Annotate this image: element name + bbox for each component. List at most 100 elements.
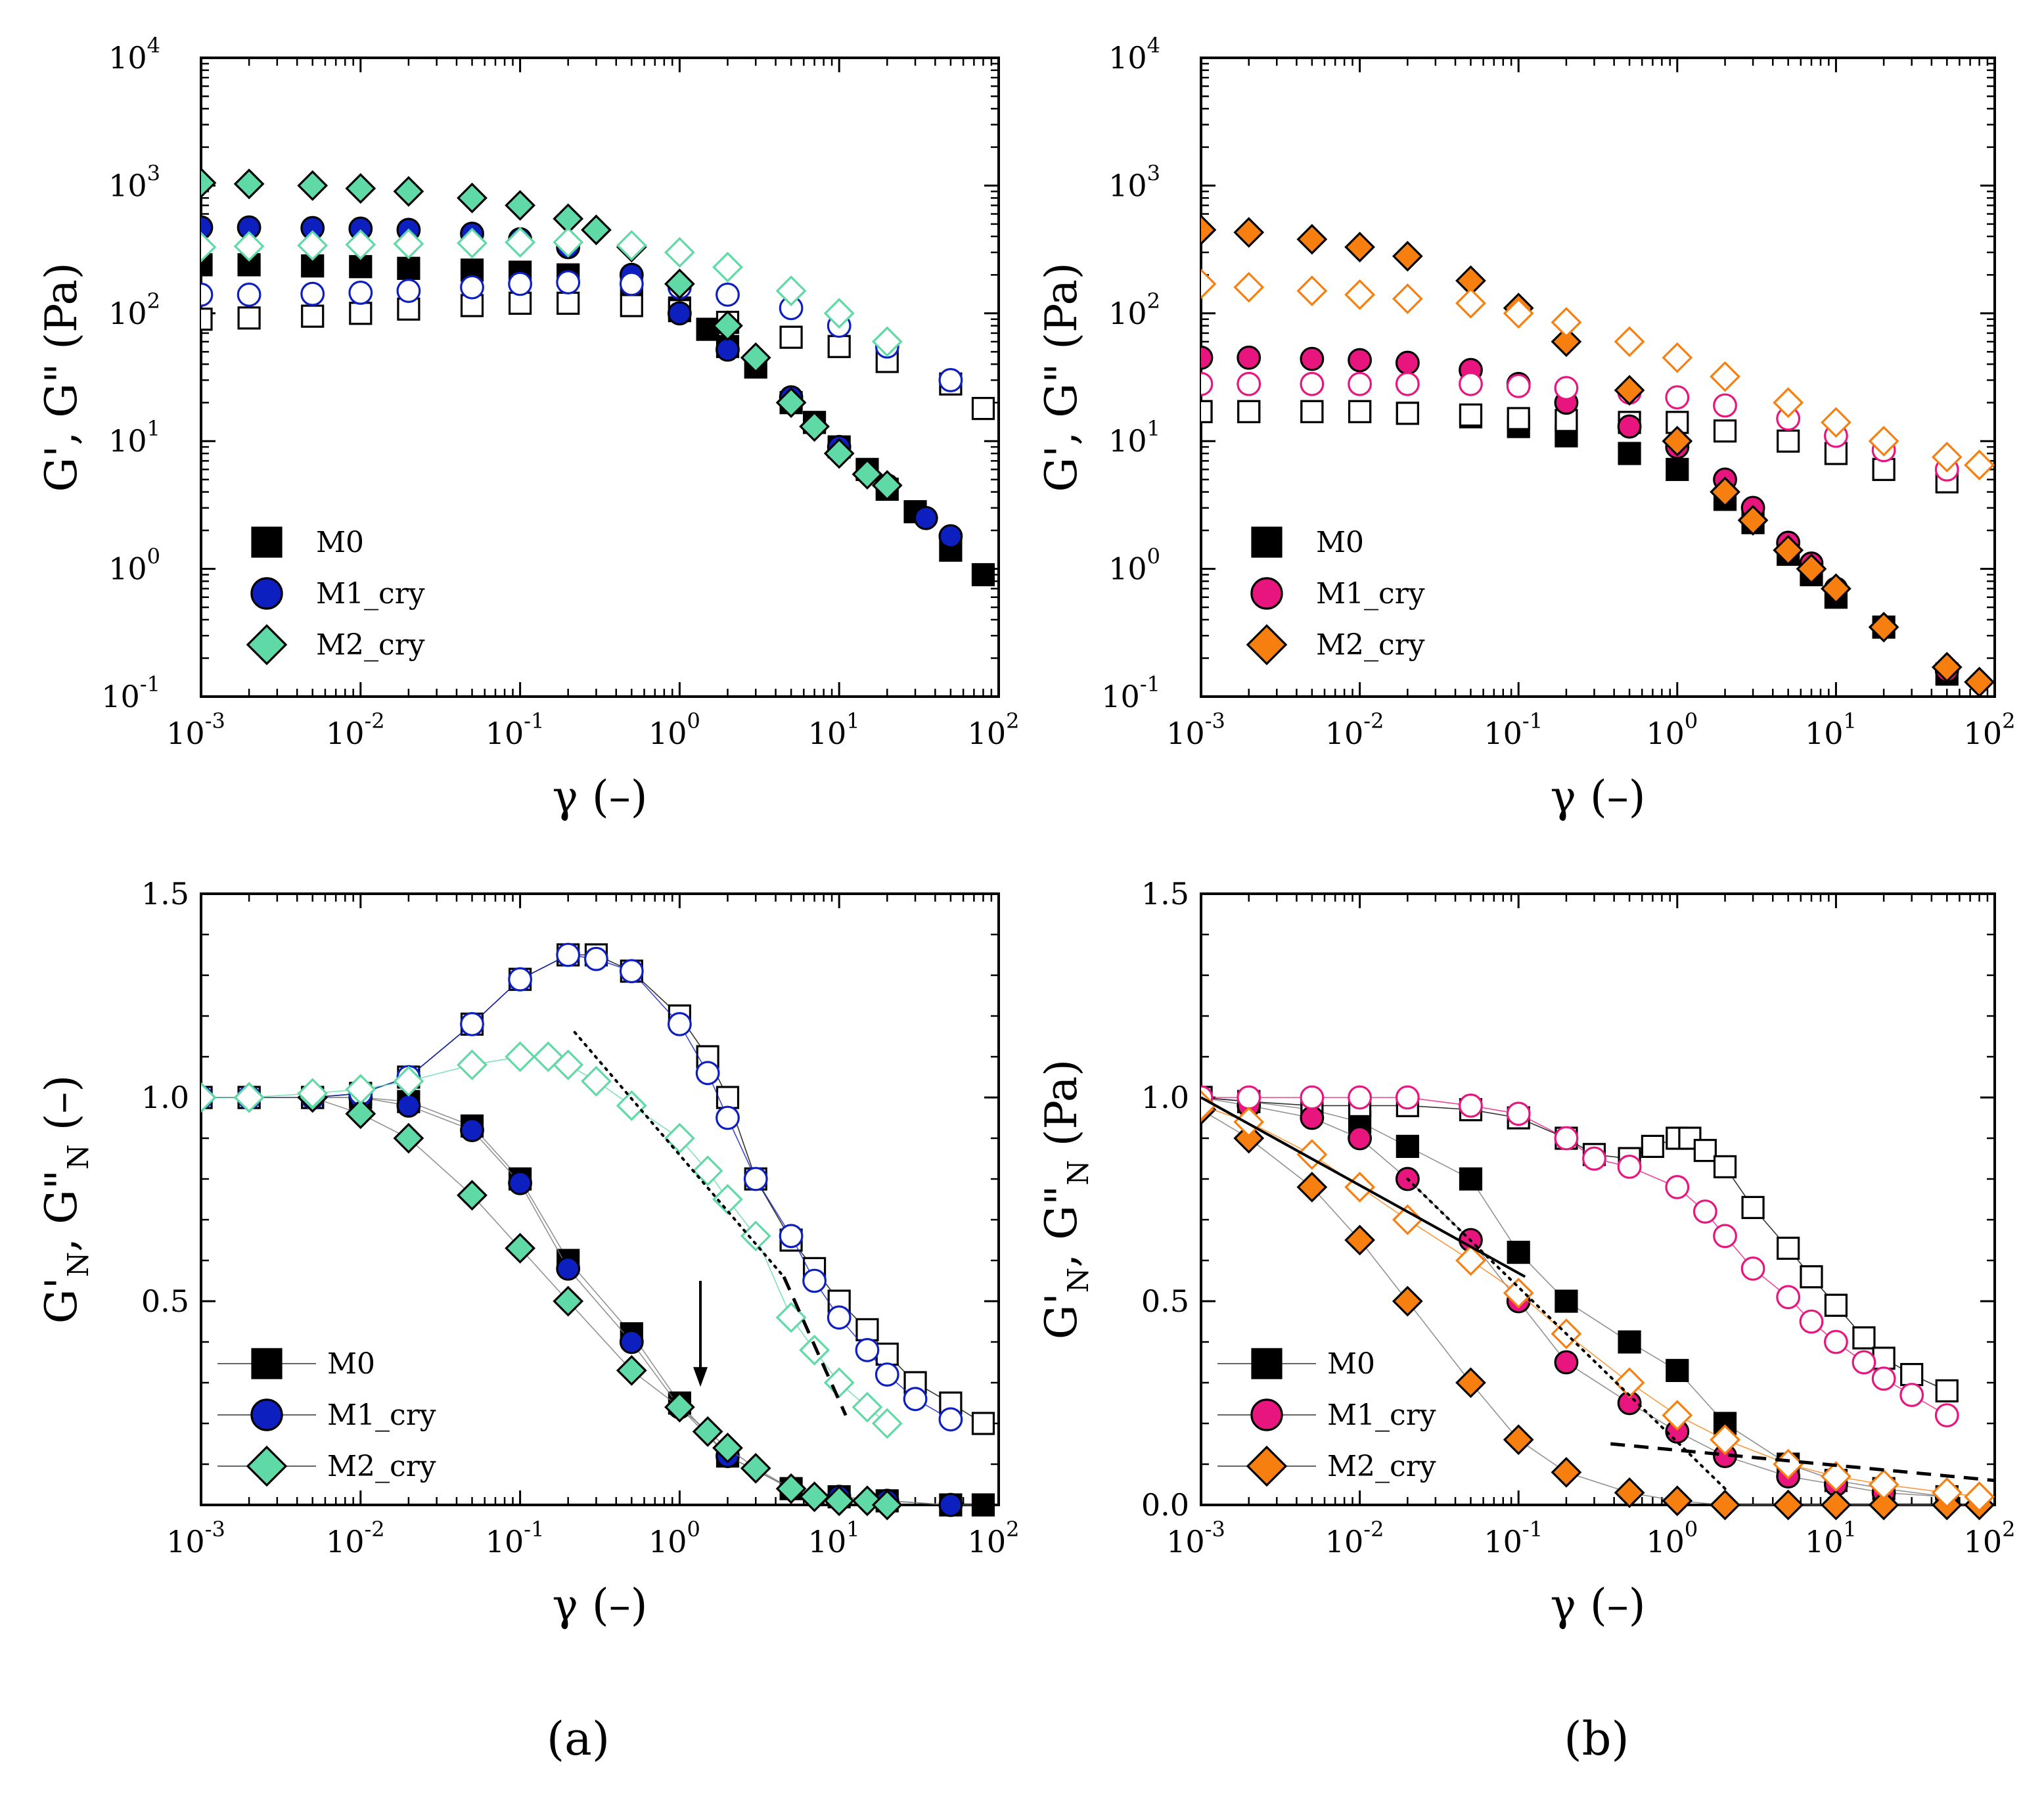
x-tick-exponent: 2 [1006,1517,1019,1542]
data-point [457,1050,488,1080]
x-tick-label: 100 [648,708,700,751]
y-tick-label: 1.5 [141,876,189,912]
y-label-part: G' [1036,1293,1087,1339]
data-point [971,1412,995,1435]
y-tick-label: 10-1 [101,672,160,714]
data-point [397,256,420,280]
legend-label: M2_cry [1316,628,1425,662]
data-point [1233,1122,1265,1154]
data-point [1300,1085,1325,1110]
data-point [852,459,883,490]
data-point [201,308,213,331]
series-m1-cry-g-n [201,942,963,1432]
legend-marker [1251,526,1283,558]
data-point [1821,407,1851,438]
data-point [1796,553,1827,584]
data-point [1348,1085,1373,1110]
data-point [1899,1383,1924,1408]
data-point [740,342,771,373]
data-point [1296,1172,1328,1203]
y-tick-label: 0.5 [1141,1283,1189,1319]
x-tick-label: 10-2 [1325,1517,1384,1559]
data-point [775,1302,807,1333]
series-m1-cry-g- [1201,371,1959,482]
data-point [1237,345,1261,370]
data-point [508,967,532,992]
x-tick-label: 102 [968,1517,1020,1559]
y-label-part: (–) [36,1075,87,1144]
data-point [345,173,376,204]
x-tick-label: 10-1 [1484,708,1543,751]
data-point [715,1086,740,1109]
legend-marker [1246,624,1288,666]
data-point [1821,1489,1851,1521]
data-point [938,368,963,392]
data-point [775,275,807,306]
data-point [1868,425,1899,457]
data-point [201,1082,217,1113]
x-tick-label: 10-3 [166,1517,225,1559]
legend-label: M2_cry [327,1450,436,1483]
data-point [505,1041,535,1073]
data-point [715,337,740,362]
plot-frame [200,892,1000,1506]
data-point [1931,651,1963,683]
series-line [201,954,951,1420]
data-point [938,1407,963,1432]
data-point [1614,1477,1645,1508]
data-point [1773,534,1804,566]
data-point [1296,275,1328,306]
series-m0-g-n [201,1086,995,1517]
data-point [913,505,938,530]
chart-top-right: 10-3 10-2 10-1 100 101 10210-1100101102103104… [1036,33,2015,822]
plot-frame [200,57,1000,698]
y-tick-exponent: 2 [147,288,160,313]
data-point [300,281,325,306]
y-tick-label: 103 [108,160,160,203]
data-point [1821,1461,1851,1492]
x-tick-label: 10-3 [1166,1517,1225,1559]
data-point [237,306,261,330]
data-point [802,1268,827,1293]
data-point [1777,429,1800,453]
x-tick-exponent: -2 [1363,1517,1384,1542]
data-point [740,1220,771,1252]
x-axis-label: γ (–) [553,1580,648,1630]
data-point [1713,1155,1737,1179]
data-point [457,182,488,214]
x-tick-exponent: 1 [1843,1517,1856,1542]
data-point [1823,1329,1848,1354]
y-tick-exponent: 3 [147,160,160,185]
series-m2-cry-g- [201,227,903,358]
slope-line-solid [1200,1096,1526,1278]
data-point [871,326,903,358]
x-tick-exponent: 2 [2002,1517,2015,1542]
data-point [1392,241,1423,272]
data-point [1614,326,1645,358]
y-label-part: G' [36,1277,87,1324]
data-point [393,1065,424,1097]
data-point [1201,371,1214,396]
data-point [664,1391,695,1423]
data-point [393,228,424,260]
y-tick-label: 10-1 [1101,672,1160,714]
data-point [712,252,743,283]
legend-label: M0 [1316,526,1364,559]
slope-line-dashed [782,1276,848,1416]
x-tick-label: 102 [968,708,1020,751]
series-m2-cry-g- [201,167,903,501]
x-tick-exponent: -3 [205,1517,225,1542]
data-point [1868,1469,1899,1500]
y-tick-label: 100 [1108,544,1160,587]
y-axis-label: G', G" (Pa) [36,262,87,492]
data-point [1852,1326,1876,1350]
data-point [581,1065,612,1097]
data-point [1554,1350,1579,1375]
data-point [1931,1477,1963,1508]
data-point [1201,400,1213,424]
x-tick-label: 10-1 [486,1517,545,1559]
data-point [1459,1093,1483,1118]
data-point [1868,1489,1899,1521]
data-point [1799,1309,1824,1334]
data-layer [201,942,995,1521]
